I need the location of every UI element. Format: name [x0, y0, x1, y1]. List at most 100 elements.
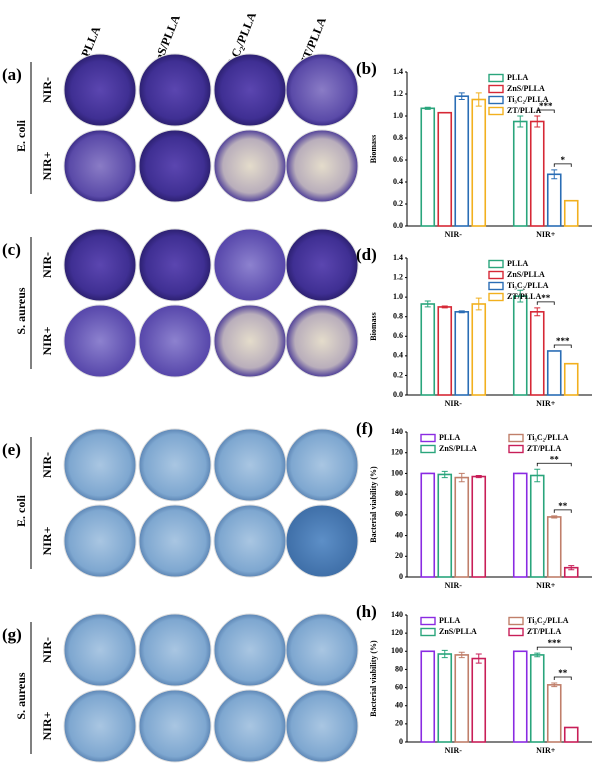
culture-plate [213, 504, 287, 578]
error-bar [458, 92, 465, 100]
legend-label: Ti₃C₂/PLLA [507, 95, 549, 104]
error-bar [475, 653, 482, 664]
row-label: NIR+ [40, 326, 54, 355]
chart: (f) Bacterial viability (%) 0 20 40 60 80 100 12… [356, 419, 592, 590]
legend-label: ZnS/PLLA [439, 627, 477, 636]
legend-swatch [420, 627, 436, 637]
culture-plate [63, 504, 137, 578]
bar [471, 303, 487, 396]
error-bar [534, 468, 541, 483]
significance-bracket [536, 462, 572, 467]
bar [471, 98, 487, 227]
error-bar [441, 305, 448, 309]
significance-label: *** [539, 101, 553, 111]
culture-plate [213, 53, 287, 127]
error-bar [517, 289, 524, 303]
bar [529, 311, 545, 396]
y-tick-label: 100 [391, 468, 403, 477]
panel-letter: (g) [2, 625, 22, 644]
y-tick-label: 0 [399, 737, 403, 746]
significance-bracket [553, 344, 572, 348]
bar [454, 95, 470, 227]
error-bar [475, 475, 482, 479]
legend-swatch [488, 259, 504, 269]
culture-plate [63, 689, 137, 763]
legend-label: ZT/PLLA [527, 627, 561, 636]
panel-letter: (a) [2, 65, 22, 84]
significance-bracket [553, 163, 572, 167]
organism-label: E. coli [14, 119, 28, 152]
bar [512, 295, 528, 396]
y-tick-label: 140 [391, 427, 403, 436]
error-bar [424, 106, 431, 110]
significance-label: ** [558, 668, 568, 678]
bar [471, 475, 487, 578]
row-label: NIR+ [40, 151, 54, 180]
y-tick-label: 20 [395, 719, 403, 728]
culture-plate [285, 304, 359, 378]
error-bar [441, 470, 448, 479]
y-tick-label: 120 [391, 628, 403, 637]
row-label: NIR- [40, 452, 54, 478]
legend-label: Ti₃C₂/PLLA [527, 616, 569, 625]
error-bar [475, 92, 482, 107]
legend-label: ZnS/PLLA [507, 270, 545, 279]
panel-letter: (c) [2, 240, 21, 259]
legend-swatch [488, 270, 504, 280]
error-bar [534, 307, 541, 317]
significance-label: *** [548, 638, 562, 648]
bar [563, 726, 579, 743]
bar [529, 474, 545, 578]
y-axis-label: Bacterial viability (%) [369, 466, 378, 543]
bar [512, 650, 528, 743]
legend-swatch [508, 627, 524, 637]
legend-label: ZnS/PLLA [439, 444, 477, 453]
bar [546, 516, 562, 578]
culture-plate [63, 613, 137, 687]
row-label: NIR- [40, 77, 54, 103]
error-bar [534, 652, 541, 658]
y-tick-label: 0.2 [393, 370, 403, 379]
error-bar [441, 649, 448, 659]
error-bar [534, 115, 541, 128]
y-axis-label: Biomass [369, 135, 378, 163]
culture-plate [213, 304, 287, 378]
legend-label: ZT/PLLA [507, 106, 541, 115]
y-tick-label: 0.0 [393, 390, 403, 399]
error-bar [517, 115, 524, 128]
culture-plate [213, 613, 287, 687]
y-tick-label: 0.2 [393, 199, 403, 208]
x-tick-label: NIR+ [536, 399, 556, 408]
bar [437, 473, 453, 578]
bar [512, 120, 528, 227]
error-bar [458, 472, 465, 483]
error-bar [475, 297, 482, 311]
bar [563, 362, 579, 396]
y-tick-label: 1.2 [393, 272, 403, 281]
significance-label: ** [558, 501, 568, 511]
significance-label: ** [550, 454, 560, 464]
y-tick-label: 40 [395, 701, 403, 710]
legend-label: PLLA [507, 259, 529, 268]
bar [437, 653, 453, 743]
error-bar [458, 310, 465, 314]
error-bar [551, 682, 558, 688]
legend-label: Ti₃C₂/PLLA [507, 281, 549, 290]
culture-plate [138, 304, 212, 378]
culture-plate [213, 228, 287, 302]
y-tick-label: 1.4 [393, 253, 403, 262]
y-tick-label: 0.4 [393, 351, 403, 360]
legend-swatch [488, 84, 504, 94]
bar [546, 684, 562, 743]
y-tick-label: 0.6 [393, 331, 403, 340]
bar [563, 199, 579, 227]
legend-label: Ti₃C₂/PLLA [527, 433, 569, 442]
y-tick-label: 0.4 [393, 177, 403, 186]
culture-plate [285, 228, 359, 302]
panel-letter: (e) [2, 440, 21, 459]
y-tick-label: 80 [395, 489, 403, 498]
chart-letter: (h) [356, 602, 377, 621]
y-tick-label: 140 [391, 610, 403, 619]
bar [529, 654, 545, 743]
y-tick-label: 0.6 [393, 155, 403, 164]
